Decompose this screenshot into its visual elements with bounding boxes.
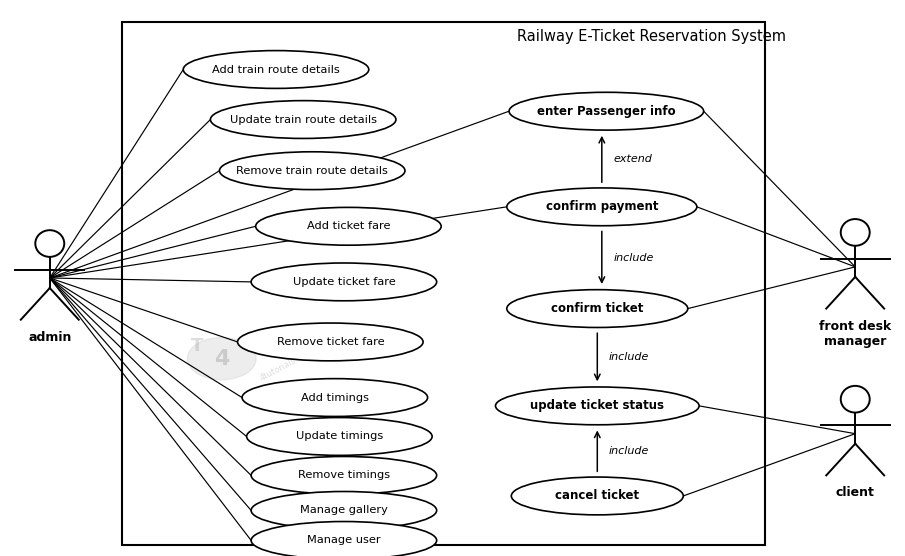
Text: include: include <box>609 446 650 456</box>
Ellipse shape <box>252 492 436 529</box>
Ellipse shape <box>507 290 688 327</box>
Text: Update train route details: Update train route details <box>230 115 376 125</box>
Text: Remove train route details: Remove train route details <box>236 166 388 176</box>
Ellipse shape <box>220 152 405 190</box>
Text: Remove timings: Remove timings <box>298 470 390 480</box>
Circle shape <box>187 337 256 380</box>
Ellipse shape <box>211 101 396 138</box>
Text: admin: admin <box>28 331 71 344</box>
Text: Remove ticket fare: Remove ticket fare <box>277 337 384 347</box>
Text: Add train route details: Add train route details <box>212 64 340 75</box>
Text: include: include <box>614 253 654 262</box>
Text: 4: 4 <box>214 349 229 369</box>
Ellipse shape <box>246 418 433 455</box>
Ellipse shape <box>252 263 436 301</box>
Text: T: T <box>191 337 204 355</box>
Ellipse shape <box>507 188 697 226</box>
Ellipse shape <box>841 219 870 246</box>
Ellipse shape <box>509 92 704 130</box>
Text: Manage gallery: Manage gallery <box>300 505 388 515</box>
Text: front desk
manager: front desk manager <box>819 320 891 348</box>
Ellipse shape <box>511 477 683 515</box>
Ellipse shape <box>496 387 699 425</box>
Ellipse shape <box>35 230 64 257</box>
Ellipse shape <box>841 386 870 413</box>
Text: extend: extend <box>614 154 653 164</box>
Text: enter Passenger info: enter Passenger info <box>537 105 676 118</box>
Text: Railway E-Ticket Reservation System: Railway E-Ticket Reservation System <box>517 29 786 43</box>
Ellipse shape <box>252 456 436 494</box>
Ellipse shape <box>183 51 369 88</box>
Ellipse shape <box>252 522 436 556</box>
Text: confirm ticket: confirm ticket <box>551 302 643 315</box>
Text: Manage user: Manage user <box>307 535 381 545</box>
Text: include: include <box>609 353 650 362</box>
Text: 4tutorials.com: 4tutorials.com <box>258 346 316 383</box>
Ellipse shape <box>256 207 442 245</box>
Text: Update ticket fare: Update ticket fare <box>292 277 395 287</box>
Text: Update timings: Update timings <box>296 431 383 441</box>
Text: Add timings: Add timings <box>300 393 369 403</box>
Ellipse shape <box>243 379 427 416</box>
Bar <box>122 22 765 545</box>
Ellipse shape <box>237 323 423 361</box>
Text: update ticket status: update ticket status <box>530 399 664 413</box>
Text: Add ticket fare: Add ticket fare <box>307 221 390 231</box>
Text: confirm payment: confirm payment <box>546 200 658 214</box>
Text: cancel ticket: cancel ticket <box>556 489 639 503</box>
Text: client: client <box>836 486 874 499</box>
